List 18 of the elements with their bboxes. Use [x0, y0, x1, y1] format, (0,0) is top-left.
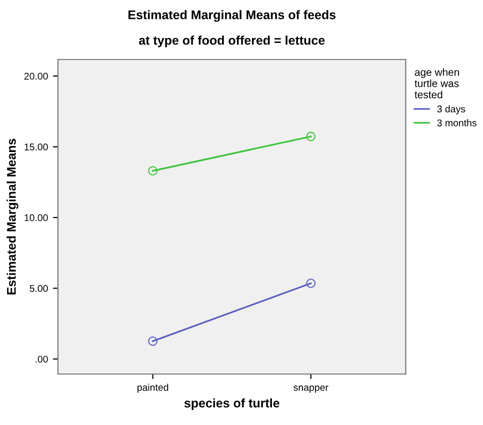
- chart-title: Estimated Marginal Means of feeds: [128, 10, 336, 22]
- y-tick-label: 15.00: [24, 144, 48, 150]
- point: [148, 336, 158, 346]
- point: [306, 278, 316, 288]
- chart-subtitle: at type of food offered = lettuce: [138, 36, 325, 48]
- point: [306, 132, 316, 142]
- x-tick-label: painted: [137, 384, 168, 393]
- x-axis-title: species of turtle: [184, 398, 280, 410]
- y-tick-label: 5.00: [30, 285, 48, 292]
- x-tick-label: snapper: [294, 386, 328, 393]
- legend-title: age when turtle was tested: [414, 68, 459, 98]
- y-tick-label: 10.00: [24, 214, 48, 222]
- y-tick-label: 20.00: [24, 72, 48, 80]
- legend-label: 3 months: [437, 119, 476, 126]
- y-axis-title: Estimated Marginal Means: [6, 138, 18, 294]
- y-tick-label: .00: [36, 356, 48, 363]
- point: [148, 166, 158, 176]
- legend-label: 3 days: [437, 105, 466, 114]
